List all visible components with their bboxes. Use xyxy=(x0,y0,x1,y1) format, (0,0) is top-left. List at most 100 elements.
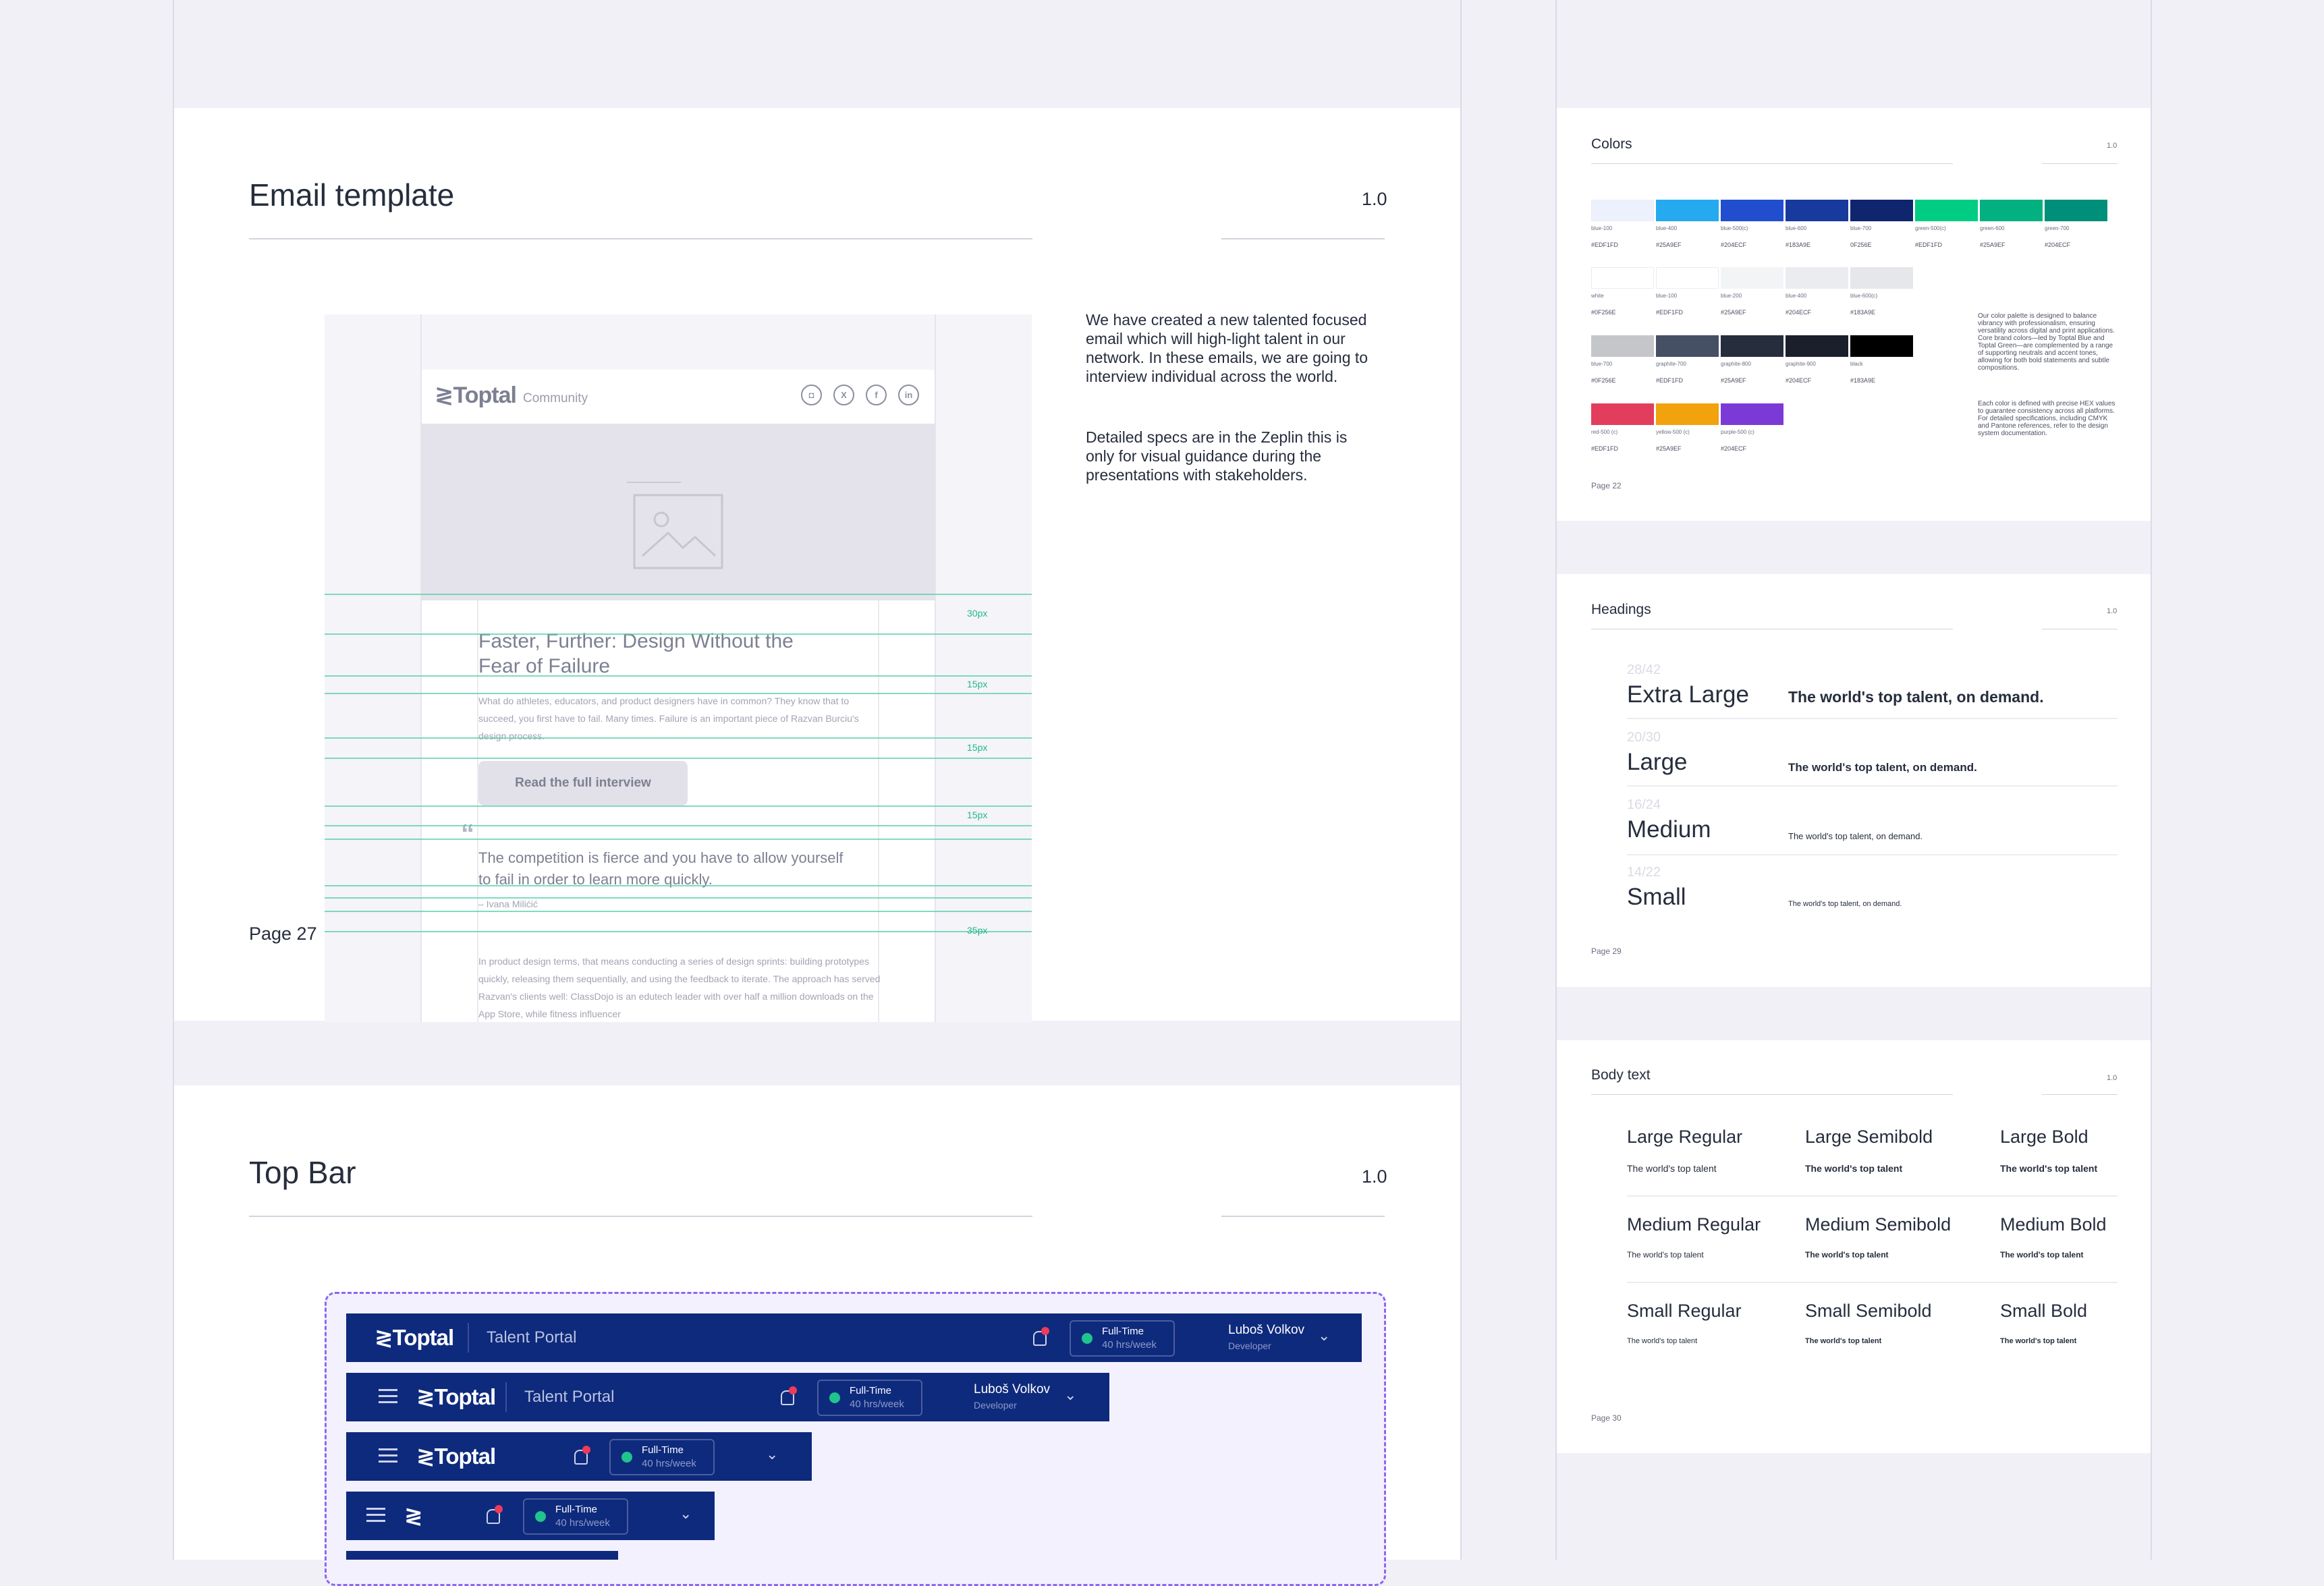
swatch-name: purple-500 (c) xyxy=(1721,429,1754,435)
swatch-name: black xyxy=(1850,361,1863,367)
body-text-page[interactable] xyxy=(1557,1040,2151,1453)
color-swatch[interactable] xyxy=(2045,200,2107,221)
body-style-name: Large Bold xyxy=(2000,1127,2088,1147)
linkedin-icon[interactable]: in xyxy=(898,385,919,405)
color-swatch[interactable] xyxy=(1850,267,1913,289)
spacing-label: 15px xyxy=(967,679,988,689)
color-swatch[interactable] xyxy=(1915,200,1978,221)
color-swatch[interactable] xyxy=(1591,200,1654,221)
swatch-name: blue-400 xyxy=(1656,225,1678,231)
notification-badge xyxy=(789,1386,797,1394)
user-name[interactable]: Luboš Volkov xyxy=(1228,1323,1305,1337)
toptal-logo[interactable]: ≷Toptal xyxy=(416,1384,496,1409)
color-swatch[interactable] xyxy=(1786,200,1848,221)
status-hours: 40 hrs/week xyxy=(1102,1339,1157,1351)
page-title: Top Bar xyxy=(249,1155,356,1190)
color-swatch[interactable] xyxy=(1786,335,1848,357)
chevron-down-icon[interactable]: ⌄ xyxy=(1318,1327,1331,1344)
swatch-name: blue-600(c) xyxy=(1850,293,1878,299)
availability-status[interactable]: Full-Time 40 hrs/week xyxy=(817,1380,922,1416)
chevron-down-icon[interactable]: ⌄ xyxy=(766,1446,779,1463)
top-bar-mobile: ≷Toptal Full-Time 40 hrs/week ⌄ xyxy=(346,1432,812,1481)
quote-icon: “ xyxy=(461,819,474,849)
color-swatch[interactable] xyxy=(1656,335,1719,357)
body-style-name: Medium Bold xyxy=(2000,1214,2107,1235)
color-swatch[interactable] xyxy=(1850,200,1913,221)
body-style-name: Medium Regular xyxy=(1627,1214,1761,1235)
availability-status[interactable]: Full-Time 40 hrs/week xyxy=(1070,1320,1175,1357)
color-swatch[interactable] xyxy=(1721,403,1783,425)
read-interview-button[interactable]: Read the full interview xyxy=(478,761,688,805)
color-swatch[interactable] xyxy=(1656,267,1719,289)
swatch-name: blue-600 xyxy=(1786,225,1807,231)
color-swatch[interactable] xyxy=(1656,403,1719,425)
content-guide xyxy=(878,600,879,1022)
notification-bell-icon[interactable] xyxy=(574,1450,588,1465)
version-divider xyxy=(1221,238,1385,239)
color-swatch[interactable] xyxy=(1786,267,1848,289)
spacing-guide xyxy=(325,897,1032,899)
swatch-name: red-500 (c) xyxy=(1591,429,1618,435)
color-swatch[interactable] xyxy=(1850,335,1913,357)
toptal-logo[interactable]: ≷Toptal xyxy=(416,1444,496,1469)
toptal-logo[interactable]: ≷Toptal xyxy=(375,1325,454,1350)
hamburger-menu-icon[interactable] xyxy=(379,1448,397,1467)
colors-note-hex: Each color is defined with precise HEX v… xyxy=(1978,400,2115,437)
facebook-icon[interactable]: f xyxy=(866,385,887,405)
heading-sample: The world's top talent, on demand. xyxy=(1788,831,1923,841)
spacing-guide xyxy=(325,839,1032,840)
email-mockup: ≷Toptal Community ◘ X f in Faster, Furth… xyxy=(325,314,1032,1022)
instagram-icon[interactable]: ◘ xyxy=(801,385,822,405)
top-bar-tablet: ≷Toptal Talent Portal Full-Time 40 hrs/w… xyxy=(346,1373,1109,1421)
color-swatch[interactable] xyxy=(1656,200,1719,221)
version-divider xyxy=(1221,1216,1385,1217)
swatch-hex: #0F256E xyxy=(1591,309,1616,316)
spacing-guide xyxy=(325,885,1032,886)
color-swatch[interactable] xyxy=(1721,267,1783,289)
swatch-hex: #204ECF xyxy=(1786,377,1812,384)
notification-bell-icon[interactable] xyxy=(781,1390,794,1405)
page-number: Page 29 xyxy=(1591,946,1622,956)
email-intro: What do athletes, educators, and product… xyxy=(478,696,859,741)
heading-sample: The world's top talent, on demand. xyxy=(1788,900,1902,908)
notification-bell-icon[interactable] xyxy=(487,1509,500,1524)
page-version: 1.0 xyxy=(2107,1074,2118,1082)
color-swatch[interactable] xyxy=(1591,335,1654,357)
title-divider xyxy=(1591,1094,1953,1095)
swatch-name: graphite-800 xyxy=(1721,361,1751,367)
color-swatch[interactable] xyxy=(1980,200,2043,221)
swatch-name: green-600 xyxy=(1980,225,2005,231)
user-name[interactable]: Luboš Volkov xyxy=(974,1382,1051,1396)
swatch-name: blue-400 xyxy=(1786,293,1807,299)
toptal-logo-icon[interactable]: ≷ xyxy=(404,1503,423,1528)
availability-status[interactable]: Full-Time 40 hrs/week xyxy=(609,1439,715,1475)
swatch-name: yellow-500 (c) xyxy=(1656,429,1690,435)
swatch-hex: #25A9EF xyxy=(1721,377,1746,384)
availability-status[interactable]: Full-Time 40 hrs/week xyxy=(523,1498,628,1535)
canvas-guide xyxy=(1555,0,1557,1560)
color-swatch[interactable] xyxy=(1591,267,1654,289)
title-divider xyxy=(1591,163,1953,164)
chevron-down-icon[interactable]: ⌄ xyxy=(680,1505,692,1522)
notification-bell-icon[interactable] xyxy=(1033,1331,1047,1346)
heading-size: 20/30 xyxy=(1627,730,1661,745)
color-swatch[interactable] xyxy=(1721,200,1783,221)
heading-sample: The world's top talent, on demand. xyxy=(1788,688,2044,706)
body-style-sample: The world's top talent xyxy=(1627,1337,1698,1345)
page-version: 1.0 xyxy=(1362,1166,1387,1187)
colors-page[interactable] xyxy=(1557,108,2151,521)
row-divider xyxy=(1627,718,2118,719)
spacing-label: 15px xyxy=(967,742,988,753)
hamburger-menu-icon[interactable] xyxy=(379,1389,397,1407)
status-label: Full-Time xyxy=(642,1444,684,1456)
page-version: 1.0 xyxy=(1362,189,1387,209)
color-swatch[interactable] xyxy=(1721,335,1783,357)
swatch-hex: #EDF1FD xyxy=(1591,445,1619,452)
spacing-guide xyxy=(325,633,1032,635)
headings-page[interactable] xyxy=(1557,574,2151,987)
hamburger-menu-icon[interactable] xyxy=(366,1508,385,1526)
chevron-down-icon[interactable]: ⌄ xyxy=(1064,1386,1077,1403)
color-swatch[interactable] xyxy=(1591,403,1654,425)
x-icon[interactable]: X xyxy=(833,385,854,405)
body-style-name: Small Regular xyxy=(1627,1301,1742,1321)
